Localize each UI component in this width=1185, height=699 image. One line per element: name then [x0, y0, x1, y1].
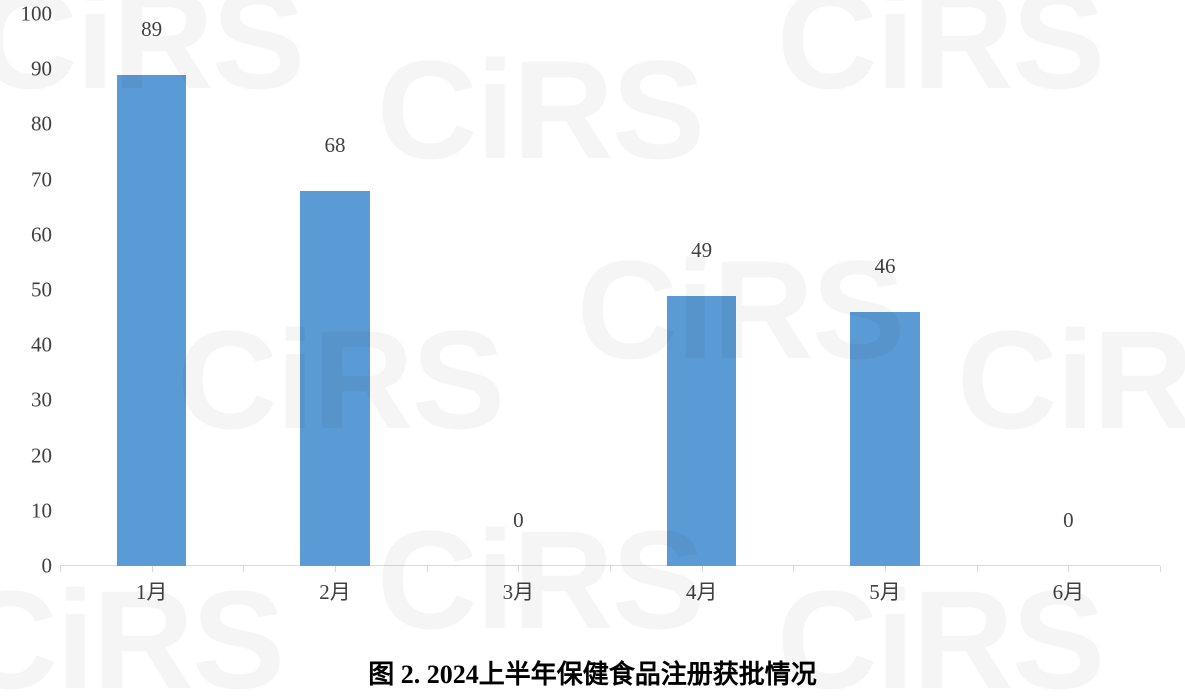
x-tick-label: 4月	[686, 576, 718, 606]
y-tick-label: 30	[31, 388, 52, 413]
bar-value-label: 0	[513, 508, 524, 533]
y-tick-label: 70	[31, 167, 52, 192]
bar	[667, 296, 737, 566]
x-tick-boundary	[60, 566, 61, 572]
chart-caption: 图 2. 2024上半年保健食品注册获批情况	[0, 654, 1185, 691]
x-tick-mark	[152, 566, 153, 572]
bar-value-label: 0	[1063, 508, 1074, 533]
plot-area: 01020304050607080901001月892月683月04月495月4…	[60, 14, 1160, 566]
x-tick-label: 2月	[319, 576, 351, 606]
y-tick-label: 50	[31, 278, 52, 303]
x-tick-mark	[885, 566, 886, 572]
x-tick-mark	[335, 566, 336, 572]
bar	[300, 191, 370, 566]
x-tick-mark	[518, 566, 519, 572]
bar-value-label: 46	[875, 254, 896, 279]
x-tick-label: 6月	[1053, 576, 1085, 606]
x-tick-boundary	[243, 566, 244, 572]
x-tick-boundary	[977, 566, 978, 572]
y-tick-label: 80	[31, 112, 52, 137]
bar-value-label: 68	[325, 133, 346, 158]
y-tick-label: 90	[31, 57, 52, 82]
x-tick-boundary	[793, 566, 794, 572]
y-tick-label: 60	[31, 222, 52, 247]
x-tick-boundary	[427, 566, 428, 572]
x-tick-mark	[1068, 566, 1069, 572]
y-tick-label: 20	[31, 443, 52, 468]
x-tick-boundary	[610, 566, 611, 572]
y-tick-label: 100	[21, 2, 53, 27]
bar-value-label: 89	[141, 17, 162, 42]
bar-value-label: 49	[691, 238, 712, 263]
x-tick-mark	[702, 566, 703, 572]
y-tick-label: 0	[42, 554, 53, 579]
x-tick-label: 3月	[503, 576, 535, 606]
bar	[850, 312, 920, 566]
y-tick-label: 40	[31, 333, 52, 358]
x-tick-label: 5月	[869, 576, 901, 606]
x-tick-label: 1月	[136, 576, 168, 606]
chart-container: 0 10 20 30 40 50 60 70 80 90 100 1月 89 2月 68 3月 0 4月 49 5月 4…	[0, 0, 1185, 699]
x-tick-boundary	[1160, 566, 1161, 572]
bar	[117, 75, 187, 566]
y-tick-label: 10	[31, 498, 52, 523]
